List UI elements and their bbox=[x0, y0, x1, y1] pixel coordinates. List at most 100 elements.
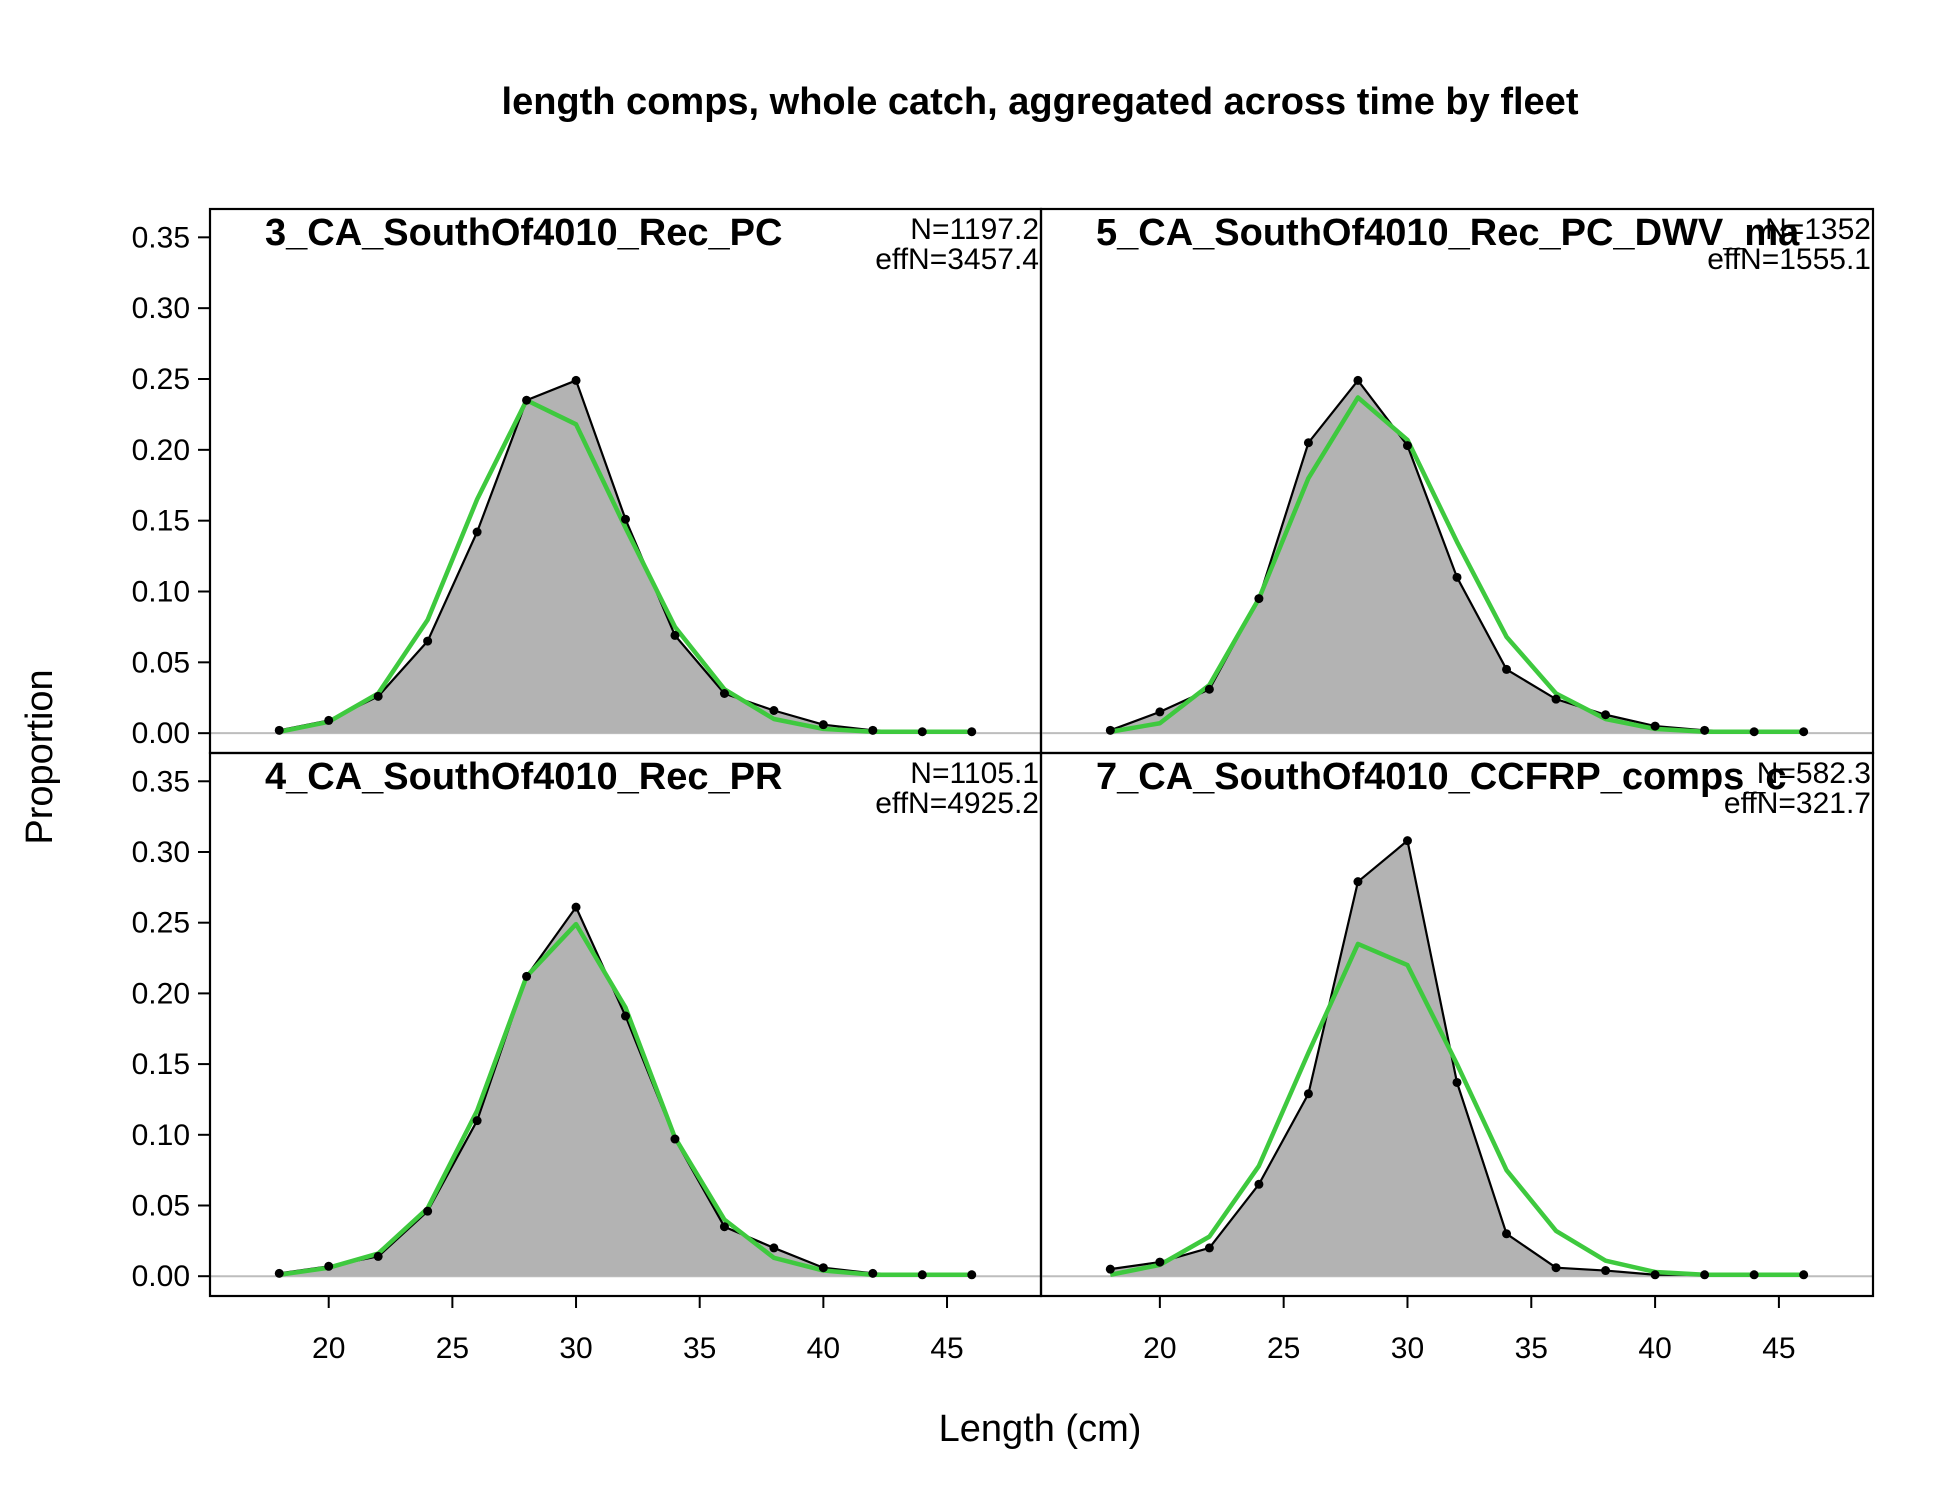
panels: 3_CA_SouthOf4010_Rec_PC N=1197.2effN=3457… bbox=[132, 207, 1875, 1365]
x-tick-label: 30 bbox=[1391, 1332, 1424, 1365]
y-tick-label: 0.20 bbox=[132, 977, 190, 1010]
x-tick-label: 20 bbox=[1143, 1332, 1176, 1365]
x-tick-label: 25 bbox=[436, 1332, 469, 1365]
observed-point bbox=[670, 1134, 680, 1144]
observed-point bbox=[719, 1222, 729, 1232]
observed-point bbox=[1254, 1179, 1264, 1189]
observed-point bbox=[1303, 1089, 1313, 1099]
observed-point bbox=[522, 395, 532, 405]
y-tick-label: 0.30 bbox=[132, 836, 190, 869]
observed-point bbox=[373, 1251, 383, 1261]
observed-area bbox=[1110, 840, 1804, 1277]
observed-point bbox=[1551, 694, 1561, 704]
observed-point bbox=[1502, 664, 1512, 674]
observed-point bbox=[1204, 684, 1214, 694]
observed-point bbox=[324, 715, 334, 725]
observed-point bbox=[1353, 877, 1363, 887]
panel-plot-area: 5_CA_SouthOf4010_Rec_PC_DWV_maN=1352effN… bbox=[1041, 212, 1873, 737]
observed-point bbox=[1452, 572, 1462, 582]
observed-point bbox=[868, 1268, 878, 1278]
x-axis-label: Length (cm) bbox=[939, 1408, 1142, 1450]
panel-plot-area: 3_CA_SouthOf4010_Rec_PC N=1197.2effN=3457… bbox=[210, 212, 1041, 737]
observed-point bbox=[522, 971, 532, 981]
panel-plot-area: 4_CA_SouthOf4010_Rec_PR N=1105.1effN=4925… bbox=[210, 756, 1041, 1280]
expected-line bbox=[278, 921, 972, 1278]
observed-point bbox=[1402, 836, 1412, 846]
y-tick-label: 0.35 bbox=[132, 221, 190, 254]
panel-title: 3_CA_SouthOf4010_Rec_PC bbox=[265, 212, 782, 254]
x-tick-label: 45 bbox=[930, 1332, 963, 1365]
observed-point bbox=[1650, 1270, 1660, 1280]
observed-point bbox=[1700, 1270, 1710, 1280]
observed-point bbox=[423, 636, 433, 646]
panel-n-label: N=1352 bbox=[1765, 213, 1871, 246]
panel-effn-label: effN=4925.2 bbox=[875, 787, 1039, 820]
observed-point bbox=[818, 1263, 828, 1273]
observed-point bbox=[1452, 1077, 1462, 1087]
observed-point bbox=[1700, 725, 1710, 735]
panel-3: 4_CA_SouthOf4010_Rec_PR N=1105.1effN=4925… bbox=[132, 751, 1043, 1365]
observed-point bbox=[472, 527, 482, 537]
x-tick-label: 25 bbox=[1267, 1332, 1300, 1365]
observed-point bbox=[571, 902, 581, 912]
panel-4: 7_CA_SouthOf4010_CCFRP_comps_cN=582.3eff… bbox=[1039, 751, 1875, 1365]
panel-effn-label: effN=3457.4 bbox=[875, 243, 1039, 276]
x-tick-label: 40 bbox=[807, 1332, 840, 1365]
observed-point bbox=[967, 1270, 977, 1280]
observed-point bbox=[1303, 438, 1313, 448]
panel-2: 5_CA_SouthOf4010_Rec_PC_DWV_maN=1352effN… bbox=[1039, 207, 1875, 755]
observed-area bbox=[279, 907, 972, 1277]
observed-point bbox=[472, 1116, 482, 1126]
observed-point bbox=[1204, 1243, 1214, 1253]
observed-point bbox=[621, 1011, 630, 1021]
y-tick-label: 0.10 bbox=[132, 1119, 190, 1152]
observed-point bbox=[621, 514, 630, 524]
observed-point bbox=[1749, 1270, 1759, 1280]
expected-line bbox=[1109, 395, 1804, 734]
observed-point bbox=[1353, 375, 1363, 385]
y-tick-label: 0.05 bbox=[132, 646, 190, 679]
panel-n-label: N=1105.1 bbox=[910, 757, 1039, 790]
observed-point bbox=[1105, 1264, 1115, 1274]
panel-effn-label: effN=1555.1 bbox=[1707, 243, 1871, 276]
x-tick-label: 35 bbox=[683, 1332, 716, 1365]
panel-n-label: N=582.3 bbox=[1757, 757, 1871, 790]
observed-point bbox=[719, 689, 729, 698]
y-tick-label: 0.15 bbox=[132, 1048, 190, 1081]
panel-1: 3_CA_SouthOf4010_Rec_PC N=1197.2effN=3457… bbox=[132, 207, 1043, 755]
y-axis-label: Proportion bbox=[19, 669, 61, 844]
observed-point bbox=[1799, 1270, 1809, 1280]
y-tick-label: 0.15 bbox=[132, 505, 190, 538]
observed-point bbox=[274, 725, 284, 735]
observed-point bbox=[917, 1270, 927, 1280]
observed-point bbox=[571, 375, 581, 385]
y-tick-label: 0.00 bbox=[132, 1260, 190, 1293]
y-tick-label: 0.20 bbox=[132, 434, 190, 467]
panel-title: 7_CA_SouthOf4010_CCFRP_comps_c bbox=[1096, 756, 1787, 798]
panel-title: 5_CA_SouthOf4010_Rec_PC_DWV_ma bbox=[1096, 212, 1800, 254]
x-tick-label: 35 bbox=[1515, 1332, 1548, 1365]
y-tick-label: 0.10 bbox=[132, 576, 190, 609]
chart-title: length comps, whole catch, aggregated ac… bbox=[502, 81, 1579, 123]
observed-point bbox=[1650, 721, 1660, 731]
observed-point bbox=[670, 630, 680, 640]
panel-title: 4_CA_SouthOf4010_Rec_PR bbox=[265, 756, 782, 798]
observed-point bbox=[1155, 707, 1165, 717]
y-tick-label: 0.35 bbox=[132, 765, 190, 798]
panel-n-label: N=1197.2 bbox=[910, 213, 1039, 246]
observed-point bbox=[373, 691, 383, 701]
observed-point bbox=[769, 706, 779, 715]
observed-point bbox=[1402, 441, 1412, 451]
x-tick-label: 40 bbox=[1638, 1332, 1671, 1365]
panel-effn-label: effN=321.7 bbox=[1724, 787, 1871, 820]
observed-point bbox=[274, 1268, 284, 1278]
observed-area bbox=[279, 380, 972, 734]
observed-point bbox=[769, 1243, 779, 1253]
observed-point bbox=[1254, 594, 1264, 604]
observed-point bbox=[868, 725, 878, 735]
observed-point bbox=[324, 1261, 334, 1271]
observed-point bbox=[423, 1206, 433, 1216]
panel-plot-area: 7_CA_SouthOf4010_CCFRP_comps_cN=582.3eff… bbox=[1041, 756, 1873, 1280]
observed-point bbox=[818, 720, 828, 730]
